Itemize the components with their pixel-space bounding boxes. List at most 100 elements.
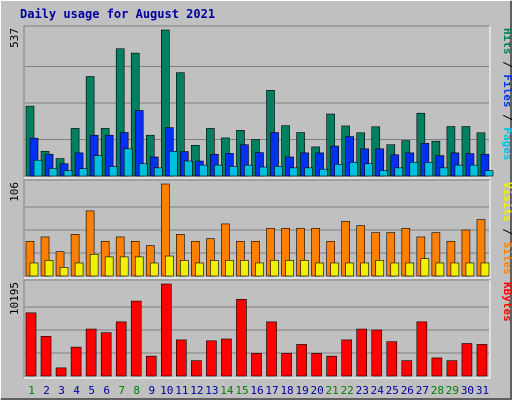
bar-pages-day-13 bbox=[214, 164, 223, 177]
panel-visits-sites: 106 Visits / Sites bbox=[8, 179, 512, 279]
bar-kbytes-day-19 bbox=[296, 344, 307, 377]
y-max-label: 106 bbox=[8, 182, 21, 202]
bar-kbytes-day-10 bbox=[160, 283, 172, 377]
panel-hits-files-pages: 537 Hits / Files / Pages bbox=[8, 25, 512, 179]
x-tick-label: 22 bbox=[341, 384, 354, 397]
bar-pages-day-29 bbox=[454, 164, 464, 177]
legend-hits-files-pages: Hits / Files / Pages bbox=[501, 28, 512, 161]
legend-sites: Sites bbox=[501, 242, 512, 275]
bar-pages-day-9 bbox=[153, 167, 163, 177]
bar-kbytes-day-2 bbox=[40, 335, 52, 377]
legend-kbytes: KBytes bbox=[501, 282, 512, 322]
x-tick-label: 17 bbox=[265, 384, 278, 397]
bar-visits-day-13 bbox=[210, 260, 219, 277]
bar-visits-day-20 bbox=[315, 262, 324, 277]
series-pages bbox=[33, 148, 494, 177]
bar-kbytes-day-26 bbox=[401, 360, 413, 377]
bar-kbytes-day-28 bbox=[431, 357, 443, 377]
x-tick-label: 12 bbox=[190, 384, 203, 397]
bar-visits-day-9 bbox=[149, 262, 159, 277]
bar-visits-day-24 bbox=[375, 260, 385, 277]
bar-pages-day-19 bbox=[304, 167, 313, 177]
bar-visits-day-28 bbox=[435, 262, 445, 277]
x-tick-label: 31 bbox=[476, 384, 489, 397]
legend-visits: Visits bbox=[501, 182, 512, 222]
bar-pages-day-14 bbox=[229, 166, 238, 177]
bar-kbytes-day-13 bbox=[206, 340, 217, 377]
bar-kbytes-day-20 bbox=[311, 353, 322, 377]
bar-pages-day-3 bbox=[63, 170, 73, 177]
x-tick-label: 23 bbox=[356, 384, 369, 397]
bar-visits-day-23 bbox=[360, 262, 370, 277]
bar-pages-day-11 bbox=[184, 160, 193, 177]
bar-kbytes-day-8 bbox=[130, 300, 142, 377]
bar-kbytes-day-15 bbox=[236, 298, 247, 377]
x-tick-label: 14 bbox=[220, 384, 234, 397]
bar-pages-day-15 bbox=[244, 164, 253, 177]
bar-kbytes-day-11 bbox=[176, 339, 187, 377]
bar-visits-day-16 bbox=[255, 262, 264, 277]
x-tick-label: 28 bbox=[431, 384, 444, 397]
x-tick-label: 7 bbox=[118, 384, 125, 397]
chart-title: Daily usage for August 2021 bbox=[20, 7, 215, 21]
bar-pages-day-30 bbox=[469, 164, 479, 177]
legend-pages: Pages bbox=[501, 127, 512, 160]
bar-visits-day-26 bbox=[405, 262, 415, 277]
bar-pages-day-8 bbox=[138, 163, 148, 177]
bar-kbytes-day-4 bbox=[70, 346, 82, 377]
bar-visits-day-18 bbox=[285, 260, 294, 277]
bar-kbytes-day-29 bbox=[446, 360, 458, 377]
x-tick-label: 10 bbox=[160, 384, 173, 397]
bar-pages-day-24 bbox=[379, 170, 389, 177]
x-tick-label: 15 bbox=[235, 384, 248, 397]
bar-pages-day-21 bbox=[334, 164, 343, 177]
bar-pages-day-2 bbox=[48, 168, 58, 177]
bar-pages-day-26 bbox=[409, 162, 419, 177]
x-tick-label: 21 bbox=[326, 384, 339, 397]
x-tick-label: 19 bbox=[295, 384, 308, 397]
legend-separator: / bbox=[501, 55, 512, 75]
x-tick-label: 16 bbox=[250, 384, 263, 397]
x-tick-label: 25 bbox=[386, 384, 399, 397]
legend-files: Files bbox=[501, 74, 512, 107]
bar-visits-day-10 bbox=[164, 255, 174, 277]
bar-pages-day-31 bbox=[484, 170, 494, 177]
bar-pages-day-17 bbox=[274, 166, 283, 177]
x-tick-label: 1 bbox=[28, 384, 35, 397]
bar-kbytes-day-30 bbox=[461, 343, 473, 377]
bar-visits-day-3 bbox=[59, 267, 69, 277]
bar-pages-day-25 bbox=[394, 167, 404, 177]
legend-separator: / bbox=[501, 108, 512, 128]
bar-kbytes-day-7 bbox=[115, 321, 127, 377]
bar-visits-day-8 bbox=[134, 256, 144, 277]
chart-panels: 537 Hits / Files / Pages 106 Visits / Sites… bbox=[8, 25, 512, 379]
legend-text: Visits / Sites bbox=[501, 182, 512, 275]
bar-pages-day-18 bbox=[289, 167, 298, 177]
x-tick-label: 3 bbox=[58, 384, 65, 397]
x-tick-label: 26 bbox=[401, 384, 414, 397]
bar-kbytes-day-6 bbox=[100, 332, 112, 377]
bar-kbytes-day-22 bbox=[341, 339, 352, 377]
bar-pages-day-12 bbox=[199, 164, 208, 177]
bar-visits-day-2 bbox=[44, 260, 54, 277]
bar-visits-day-22 bbox=[345, 262, 354, 277]
bar-visits-day-27 bbox=[420, 258, 430, 277]
x-tick-label: 8 bbox=[133, 384, 140, 397]
panel-kbytes: 10195 KBytes bbox=[8, 279, 512, 379]
bar-visits-day-7 bbox=[119, 256, 129, 277]
x-tick-label: 29 bbox=[446, 384, 459, 397]
bar-kbytes-day-27 bbox=[416, 321, 428, 377]
bar-pages-day-23 bbox=[364, 163, 374, 177]
bar-visits-day-17 bbox=[270, 260, 279, 277]
x-tick-label: 4 bbox=[73, 384, 80, 397]
x-axis-labels: 1 2 3 4 5 6 7 8 9 10 11 12 13 14 15 16 17 18 19 20 21 22 23 24 2… bbox=[28, 384, 489, 397]
x-tick-label: 11 bbox=[175, 384, 188, 397]
bar-kbytes-day-14 bbox=[221, 338, 232, 377]
bar-visits-day-4 bbox=[74, 262, 84, 277]
legend-text: KBytes bbox=[501, 282, 512, 322]
bar-visits-day-1 bbox=[29, 262, 39, 277]
bar-kbytes-day-1 bbox=[25, 312, 37, 377]
y-max-label: 10195 bbox=[8, 282, 21, 315]
panel-border-shadow bbox=[23, 179, 490, 278]
